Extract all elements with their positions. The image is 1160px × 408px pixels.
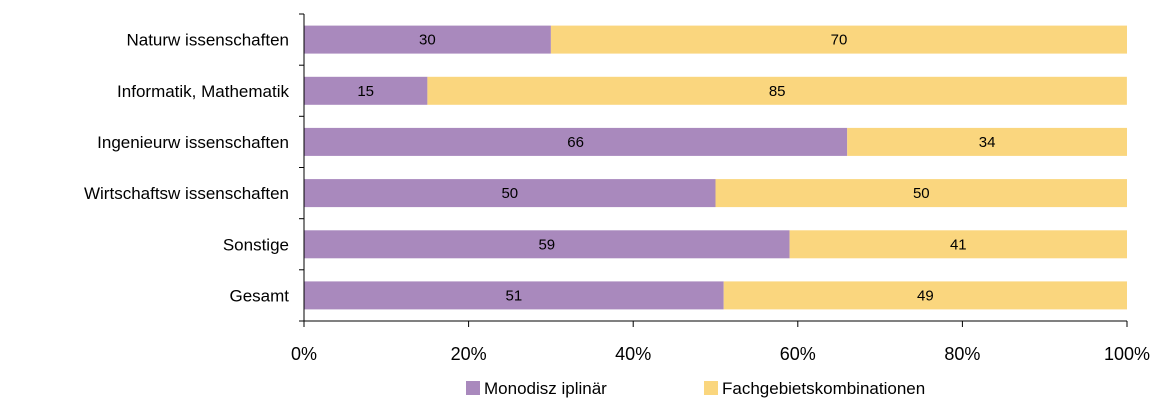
- bars-layer: [304, 25, 1127, 310]
- bar-segment-fachgebietskombinationen: [427, 76, 1127, 105]
- bar-segment-monodisziplinaer: [304, 179, 716, 208]
- data-label: 50: [501, 185, 518, 202]
- data-label: 50: [913, 185, 930, 202]
- data-label: 34: [979, 134, 996, 151]
- data-label: 41: [950, 236, 967, 253]
- category-label: Sonstige: [223, 235, 289, 254]
- bar-segment-fachgebietskombinationen: [789, 230, 1127, 259]
- axes-layer: 0% 20% 40% 60% 80% 100%: [291, 13, 1150, 364]
- x-tick-label: 0%: [291, 344, 317, 364]
- bar-segment-monodisziplinaer: [304, 230, 790, 259]
- bar-segment-monodisziplinaer: [304, 76, 428, 105]
- bar-segment-fachgebietskombinationen: [715, 179, 1127, 208]
- bar-segment-fachgebietskombinationen: [723, 281, 1127, 310]
- bar-segment-monodisziplinaer: [304, 281, 724, 310]
- data-label: 70: [831, 32, 848, 49]
- data-label: 30: [419, 32, 436, 49]
- bar-segment-fachgebietskombinationen: [550, 25, 1127, 54]
- category-label: Ingenieurw issenschaften: [97, 133, 289, 152]
- data-label: 85: [769, 83, 786, 100]
- bar-segment-fachgebietskombinationen: [847, 127, 1127, 156]
- data-label: 59: [538, 236, 555, 253]
- data-label: 15: [357, 83, 374, 100]
- legend-label: Monodisz iplinär: [484, 379, 607, 398]
- labels-layer: 30 70 Naturw issenschaften 15 85 Informatik, …: [84, 31, 995, 306]
- category-label: Gesamt: [229, 286, 289, 305]
- data-label: 51: [506, 287, 523, 304]
- x-tick-label: 80%: [944, 344, 980, 364]
- legend: Monodisz iplinär Fachgebietskombinationen: [466, 379, 925, 398]
- legend-swatch: [466, 381, 480, 395]
- x-tick-label: 20%: [451, 344, 487, 364]
- legend-swatch: [704, 381, 718, 395]
- data-label: 66: [567, 134, 584, 151]
- category-label: Informatik, Mathematik: [117, 82, 289, 101]
- x-tick-label: 60%: [780, 344, 816, 364]
- x-tick-label: 40%: [615, 344, 651, 364]
- x-tick-label: 100%: [1104, 344, 1150, 364]
- data-label: 49: [917, 287, 934, 304]
- legend-label: Fachgebietskombinationen: [722, 379, 925, 398]
- bar-segment-monodisziplinaer: [304, 25, 551, 54]
- bar-segment-monodisziplinaer: [304, 127, 848, 156]
- category-label: Wirtschaftsw issenschaften: [84, 184, 289, 203]
- category-label: Naturw issenschaften: [126, 31, 289, 50]
